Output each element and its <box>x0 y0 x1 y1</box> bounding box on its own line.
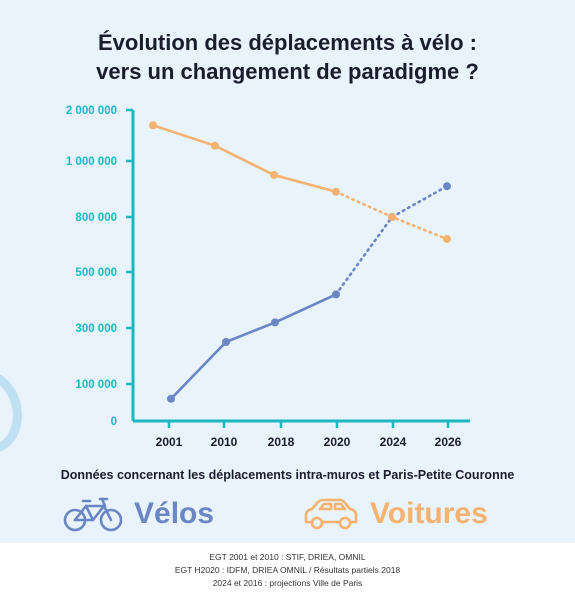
data-point-vélos <box>332 290 340 299</box>
legend-label-velos: Vélos <box>134 497 215 530</box>
data-point-vélos <box>167 394 175 403</box>
legend-item-voitures: Voitures <box>302 492 488 536</box>
y-tick-label: 300 000 <box>75 323 117 335</box>
legend-item-velos: Vélos <box>62 492 214 536</box>
x-tick-label: 2020 <box>324 435 351 449</box>
data-point-vélos <box>443 182 451 191</box>
chart-subtitle: Données concernant les déplacements intr… <box>60 468 515 482</box>
line-chart: 0 100 000 300 000 500 000 800 000 1 000 000 2 … <box>66 105 470 449</box>
decorative-ring <box>0 374 22 452</box>
legend-label-voitures: Voitures <box>370 497 488 530</box>
car-icon <box>304 498 358 530</box>
y-tick-label: 100 000 <box>75 379 117 391</box>
sources-note: EGT 2001 et 2010 : STIF, DRIEA, OMNIL EG… <box>0 551 575 590</box>
series-projection-vélos <box>334 184 449 296</box>
source-line-2: EGT H2020 : IDFM, DRIEA OMNIL / Résultat… <box>174 565 401 575</box>
data-point-vélos <box>222 338 230 346</box>
y-tick-label: 0 <box>111 416 117 428</box>
y-tick-label: 800 000 <box>75 212 117 224</box>
data-point-voitures <box>211 141 219 150</box>
x-tick-label: 2026 <box>435 435 462 449</box>
chart-panel <box>0 0 575 543</box>
data-point-vélos <box>271 318 279 327</box>
title-line-2: vers un changement de paradigme ? <box>96 59 479 84</box>
x-tick-label: 2024 <box>380 435 407 449</box>
data-point-voitures <box>149 121 157 130</box>
y-tick-label: 2 000 000 <box>66 105 117 117</box>
data-point-voitures <box>270 171 278 179</box>
x-tick-label: 2010 <box>211 435 238 449</box>
title-line-1: Évolution des déplacements à vélo : <box>98 30 477 55</box>
series-line-voitures <box>152 124 337 194</box>
chart-title: Évolution des déplacements à vélo : vers… <box>0 28 575 86</box>
y-tick-label: 1 000 000 <box>66 156 117 168</box>
bicycle-icon <box>63 497 123 532</box>
data-point-voitures <box>332 187 340 196</box>
source-line-1: EGT 2001 et 2010 : STIF, DRIEA, OMNIL <box>209 552 366 562</box>
x-tick-label: 2018 <box>268 435 295 449</box>
data-point-voitures <box>388 213 396 221</box>
source-line-3: 2024 et 2016 : projections Ville de Pari… <box>212 578 363 588</box>
x-tick-label: 2001 <box>156 435 183 449</box>
data-point-voitures <box>443 235 451 243</box>
series-line-vélos <box>170 293 337 400</box>
y-tick-label: 500 000 <box>75 267 117 279</box>
